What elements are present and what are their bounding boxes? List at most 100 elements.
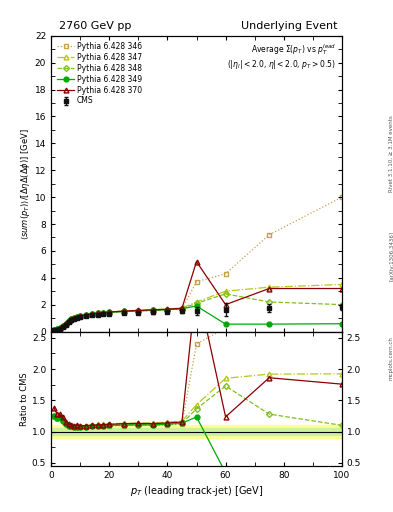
Pythia 6.428 348 [61, 323, 65, 329]
Pythia 6.428 348 [180, 306, 184, 312]
Pythia 6.428 370 [267, 286, 272, 292]
Pythia 6.428 349 [57, 325, 62, 331]
Pythia 6.428 346 [90, 311, 94, 317]
Pythia 6.428 347 [267, 284, 272, 290]
Pythia 6.428 346 [340, 194, 344, 200]
Pythia 6.428 347 [75, 314, 80, 320]
Pythia 6.428 348 [69, 316, 74, 323]
Text: Rivet 3.1.10, ≥ 3.1M events: Rivet 3.1.10, ≥ 3.1M events [389, 115, 393, 192]
Pythia 6.428 348 [194, 300, 199, 306]
Pythia 6.428 370 [223, 302, 228, 308]
Pythia 6.428 347 [165, 306, 170, 312]
Pythia 6.428 349 [101, 310, 106, 316]
Pythia 6.428 348 [151, 307, 155, 313]
Pythia 6.428 349 [63, 321, 68, 327]
Line: Pythia 6.428 348: Pythia 6.428 348 [52, 292, 344, 332]
Pythia 6.428 347 [61, 323, 65, 329]
Pythia 6.428 348 [63, 321, 68, 327]
Legend: Pythia 6.428 346, Pythia 6.428 347, Pythia 6.428 348, Pythia 6.428 349, Pythia 6: Pythia 6.428 346, Pythia 6.428 347, Pyth… [55, 39, 145, 108]
Pythia 6.428 370 [84, 311, 88, 317]
Pythia 6.428 349 [72, 315, 77, 321]
Pythia 6.428 347 [84, 311, 88, 317]
Pythia 6.428 347 [101, 309, 106, 315]
Pythia 6.428 370 [72, 314, 77, 321]
Pythia 6.428 348 [51, 327, 56, 333]
Pythia 6.428 349 [107, 309, 112, 315]
Pythia 6.428 348 [55, 326, 59, 332]
Text: 2760 GeV pp: 2760 GeV pp [59, 20, 131, 31]
Y-axis label: Ratio to CMS: Ratio to CMS [20, 372, 29, 425]
Pythia 6.428 347 [340, 282, 344, 288]
Pythia 6.428 349 [61, 323, 65, 329]
Pythia 6.428 370 [90, 311, 94, 317]
Pythia 6.428 370 [63, 321, 68, 327]
Pythia 6.428 346 [57, 325, 62, 331]
Pythia 6.428 347 [95, 310, 100, 316]
Text: [arXiv:1306.3436]: [arXiv:1306.3436] [389, 231, 393, 281]
Pythia 6.428 346 [78, 313, 83, 319]
Pythia 6.428 347 [51, 327, 56, 333]
Pythia 6.428 370 [61, 323, 65, 329]
Pythia 6.428 347 [55, 326, 59, 332]
Pythia 6.428 347 [180, 305, 184, 311]
Pythia 6.428 346 [55, 326, 59, 332]
Pythia 6.428 348 [78, 313, 83, 319]
Pythia 6.428 348 [57, 325, 62, 331]
Pythia 6.428 346 [101, 310, 106, 316]
Pythia 6.428 349 [267, 321, 272, 327]
Pythia 6.428 346 [95, 310, 100, 316]
Line: Pythia 6.428 347: Pythia 6.428 347 [51, 282, 344, 333]
Pythia 6.428 370 [75, 313, 80, 319]
Pythia 6.428 347 [107, 309, 112, 315]
Pythia 6.428 347 [194, 299, 199, 305]
Pythia 6.428 349 [75, 314, 80, 320]
Pythia 6.428 349 [84, 312, 88, 318]
Pythia 6.428 349 [180, 306, 184, 312]
Pythia 6.428 347 [72, 314, 77, 321]
Pythia 6.428 349 [136, 308, 141, 314]
Pythia 6.428 348 [136, 308, 141, 314]
Pythia 6.428 346 [151, 307, 155, 313]
Pythia 6.428 370 [340, 286, 344, 292]
Line: Pythia 6.428 370: Pythia 6.428 370 [51, 259, 344, 332]
Pythia 6.428 370 [151, 307, 155, 313]
Pythia 6.428 348 [84, 312, 88, 318]
Line: Pythia 6.428 349: Pythia 6.428 349 [51, 304, 344, 333]
Pythia 6.428 346 [84, 312, 88, 318]
Pythia 6.428 347 [121, 308, 126, 314]
Pythia 6.428 346 [75, 314, 80, 320]
Pythia 6.428 347 [90, 311, 94, 317]
Pythia 6.428 370 [57, 325, 62, 331]
Bar [51, 429, 342, 435]
Pythia 6.428 370 [107, 309, 112, 315]
Pythia 6.428 349 [95, 310, 100, 316]
Pythia 6.428 347 [78, 313, 83, 319]
Pythia 6.428 346 [63, 321, 68, 327]
Pythia 6.428 348 [165, 307, 170, 313]
Pythia 6.428 348 [95, 310, 100, 316]
Pythia 6.428 346 [165, 307, 170, 313]
Pythia 6.428 346 [72, 315, 77, 321]
Pythia 6.428 348 [90, 311, 94, 317]
X-axis label: $p_T$ (leading track-jet) [GeV]: $p_T$ (leading track-jet) [GeV] [130, 484, 263, 498]
Pythia 6.428 370 [66, 318, 71, 324]
Pythia 6.428 346 [136, 308, 141, 314]
Pythia 6.428 349 [90, 311, 94, 317]
Pythia 6.428 348 [267, 299, 272, 305]
Pythia 6.428 370 [51, 327, 56, 333]
Text: mcplots.cern.ch: mcplots.cern.ch [389, 336, 393, 380]
Pythia 6.428 346 [194, 279, 199, 285]
Pythia 6.428 370 [136, 307, 141, 313]
Pythia 6.428 347 [223, 288, 228, 294]
Pythia 6.428 349 [194, 303, 199, 309]
Y-axis label: $\langle sum(p_T)\rangle/[\Delta\eta\Delta(\Delta\phi)]$ [GeV]: $\langle sum(p_T)\rangle/[\Delta\eta\Del… [19, 128, 32, 240]
Pythia 6.428 348 [223, 291, 228, 297]
Pythia 6.428 348 [75, 314, 80, 320]
Pythia 6.428 370 [121, 308, 126, 314]
Pythia 6.428 349 [121, 308, 126, 314]
Pythia 6.428 370 [101, 309, 106, 315]
Pythia 6.428 346 [121, 309, 126, 315]
Pythia 6.428 347 [63, 321, 68, 327]
Pythia 6.428 370 [55, 326, 59, 332]
Pythia 6.428 349 [69, 316, 74, 323]
